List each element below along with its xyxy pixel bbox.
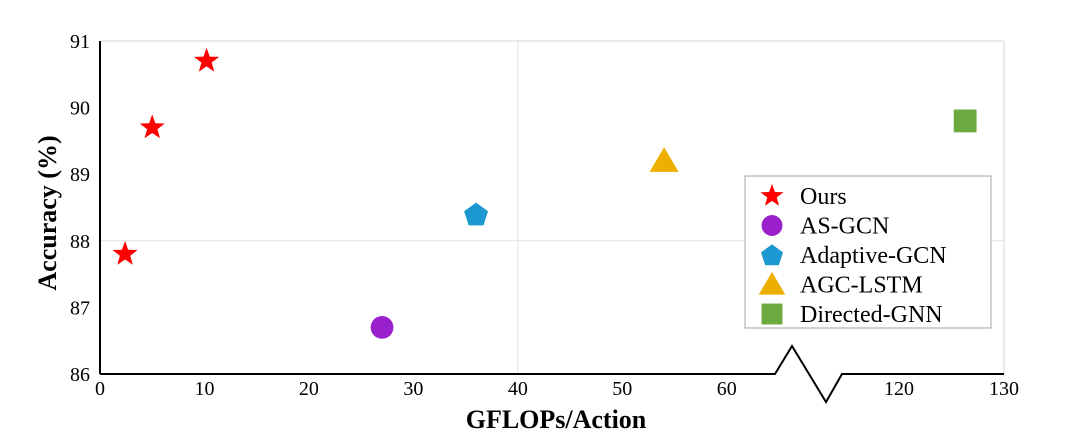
x-axis-break-line	[100, 344, 1004, 404]
x-axis-title: GFLOPs/Action	[466, 405, 647, 434]
legend-marker-square	[761, 303, 783, 325]
x-tick-label: 130	[989, 378, 1019, 400]
legend-label: Adaptive-GCN	[800, 243, 947, 269]
data-point-star	[194, 47, 220, 72]
data-point-triangle	[649, 147, 679, 172]
data-point-star	[112, 240, 138, 265]
data-points	[112, 47, 977, 339]
data-point-square	[953, 109, 977, 133]
y-tick-label: 90	[70, 98, 90, 120]
legend-marker-star	[760, 183, 784, 206]
x-tick-label: 10	[194, 378, 214, 400]
x-tick-label: 20	[299, 378, 319, 400]
legend-box	[744, 175, 992, 329]
data-point-star	[139, 114, 165, 139]
legend-marker-circle	[761, 215, 783, 236]
y-tick-label: 91	[70, 31, 90, 53]
y-tick-label: 88	[70, 231, 90, 253]
y-tick-label: 89	[70, 164, 90, 186]
legend-label: Directed-GNN	[800, 302, 943, 328]
x-tick-label: 40	[508, 378, 528, 400]
x-tick-label: 120	[884, 378, 914, 400]
data-point-circle	[370, 315, 394, 339]
x-tick-label: 30	[403, 378, 423, 400]
legend-label: AS-GCN	[800, 214, 889, 240]
y-axis-title: Accuracy (%)	[33, 135, 62, 290]
legend: Ours AS-GCN Adaptive-GCN AGC-LSTM Directed-G…	[744, 175, 992, 329]
legend-label: AGC-LSTM	[800, 273, 923, 299]
legend-marker-triangle	[758, 271, 786, 295]
y-tick-label: 86	[70, 364, 90, 386]
y-tick-label: 87	[70, 297, 90, 319]
legend-label: Ours	[800, 184, 847, 210]
legend-marker-pentagon	[761, 244, 783, 266]
x-tick-label: 0	[95, 378, 105, 400]
x-tick-label: 60	[717, 378, 737, 400]
x-tick-label: 50	[612, 378, 632, 400]
axes	[99, 40, 1005, 404]
data-point-pentagon	[464, 202, 488, 226]
tick-labels: 0 10 20 30 40 50 60 120 130 86 87 88 89 90 91	[70, 31, 1019, 400]
